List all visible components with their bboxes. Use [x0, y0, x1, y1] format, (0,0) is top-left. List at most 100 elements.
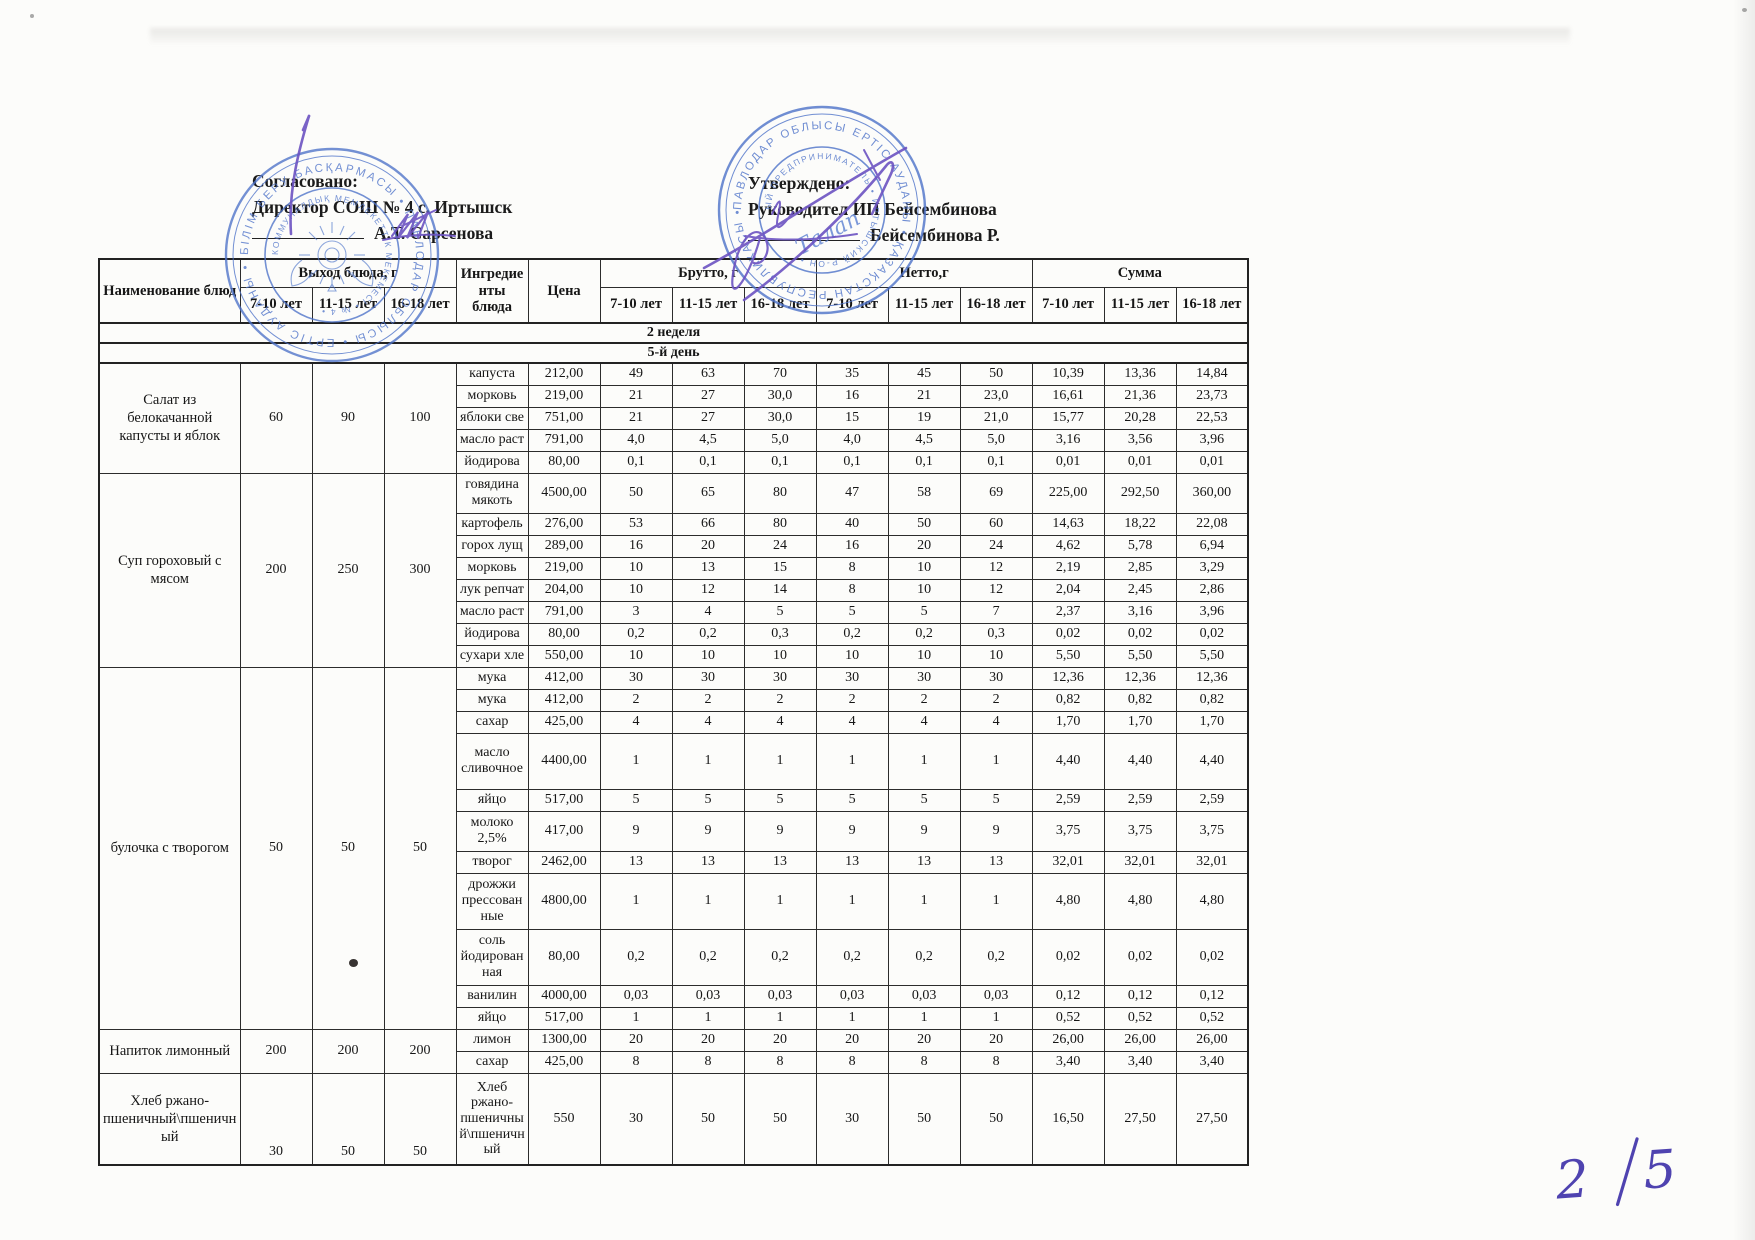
menu-table-row: Хлеб ржано-пшеничный\пшеничный 30 50 50 Хлеб… — [98, 1072, 1249, 1166]
net-16-18-cell: 0,1 — [959, 450, 1033, 474]
page-number-handwritten: 2 5 — [1553, 1137, 1678, 1212]
col-header-price: Цена — [527, 258, 601, 324]
net-7-10-cell: 1 — [815, 1006, 889, 1030]
ingredient-cell: яйцо — [455, 1006, 529, 1030]
net-7-10-cell: 8 — [815, 556, 889, 580]
net-7-10-cell: 40 — [815, 512, 889, 536]
net-11-15-cell: 10 — [887, 578, 961, 602]
approval-left-signature-row: А.Т. Сарсенова — [252, 220, 512, 246]
gross-7-10-cell: 5 — [599, 788, 673, 812]
sum-11-15-cell: 5,78 — [1103, 534, 1177, 558]
sum-16-18-cell: 3,40 — [1175, 1050, 1249, 1074]
ingredient-cell: морковь — [455, 556, 529, 580]
sum-7-10-cell: 4,40 — [1031, 732, 1105, 790]
net-16-18-cell: 60 — [959, 512, 1033, 536]
gross-11-15-cell: 13 — [671, 556, 745, 580]
col-header-net: Нетто,г — [815, 258, 1033, 288]
sum-11-15-cell: 3,56 — [1103, 428, 1177, 452]
ingredient-cell: масло раст — [455, 428, 529, 452]
ingredient-cell: яйцо — [455, 788, 529, 812]
age-col-header: 7-10 лет — [1031, 286, 1105, 324]
sum-11-15-cell: 2,45 — [1103, 578, 1177, 602]
net-11-15-cell: 9 — [887, 810, 961, 852]
approval-left-role: Директор СОШ № 4 с. Иртышск — [252, 197, 513, 217]
net-16-18-cell: 13 — [959, 850, 1033, 874]
gross-7-10-cell: 3 — [599, 600, 673, 624]
gross-7-10-cell: 1 — [599, 1006, 673, 1030]
sum-7-10-cell: 0,01 — [1031, 450, 1105, 474]
menu-table-row: масло сливочное 4400,00 1 1 1 1 1 1 4,40 4,40 4,40 — [99, 732, 1249, 790]
approval-left-signatory: А.Т. Сарсенова — [374, 223, 494, 243]
gross-16-18-cell: 1 — [743, 872, 817, 930]
page-number-text2: 5 — [1641, 1139, 1678, 1201]
menu-table: Наименование блюд Выход блюда, г Ингреди… — [98, 258, 1250, 1166]
gross-11-15-cell: 8 — [671, 1050, 745, 1074]
sum-7-10-cell: 1,70 — [1031, 710, 1105, 734]
sum-16-18-cell: 0,12 — [1175, 984, 1249, 1008]
price-cell: 80,00 — [527, 622, 601, 646]
signature-line — [252, 238, 364, 239]
gross-11-15-cell: 1 — [671, 872, 745, 930]
scan-edge-shadow — [1733, 0, 1755, 1240]
net-7-10-cell: 20 — [815, 1028, 889, 1052]
dish-output-cell: 100 — [383, 362, 457, 474]
gross-16-18-cell: 0,1 — [743, 450, 817, 474]
net-16-18-cell: 10 — [959, 644, 1033, 668]
ingredient-cell: горох лущ — [455, 534, 529, 558]
sum-16-18-cell: 23,73 — [1175, 384, 1249, 408]
gross-11-15-cell: 0,2 — [671, 928, 745, 986]
net-7-10-cell: 8 — [815, 578, 889, 602]
gross-16-18-cell: 14 — [743, 578, 817, 602]
gross-16-18-cell: 5 — [743, 600, 817, 624]
sum-11-15-cell: 0,12 — [1103, 984, 1177, 1008]
dish-name-cell: булочка с творогом — [98, 666, 241, 1030]
net-11-15-cell: 20 — [887, 1028, 961, 1052]
gross-7-10-cell: 4,0 — [599, 428, 673, 452]
net-16-18-cell: 0,03 — [959, 984, 1033, 1008]
price-cell: 80,00 — [527, 928, 601, 986]
approval-block-right: Утверждено: Руководител ИП Бейсембинова … — [748, 170, 1000, 248]
price-cell: 80,00 — [527, 450, 601, 474]
gross-11-15-cell: 50 — [671, 1072, 745, 1166]
net-11-15-cell: 4,5 — [887, 428, 961, 452]
menu-table-header: Наименование блюд Выход блюда, г Ингреди… — [98, 258, 1249, 324]
net-11-15-cell: 20 — [887, 534, 961, 558]
week-section-row: 2 неделя — [98, 322, 1249, 344]
price-cell: 4400,00 — [527, 732, 601, 790]
price-cell: 212,00 — [527, 362, 601, 386]
sum-11-15-cell: 5,50 — [1103, 644, 1177, 668]
sum-16-18-cell: 3,96 — [1175, 428, 1249, 452]
sum-11-15-cell: 1,70 — [1103, 710, 1177, 734]
net-16-18-cell: 0,2 — [959, 928, 1033, 986]
net-7-10-cell: 13 — [815, 850, 889, 874]
price-cell: 550 — [527, 1072, 601, 1166]
menu-table-row: йодирова 80,00 0,1 0,1 0,1 0,1 0,1 0,1 0,01 0,01 0… — [99, 450, 1249, 474]
gross-16-18-cell: 5 — [743, 788, 817, 812]
sum-7-10-cell: 2,04 — [1031, 578, 1105, 602]
age-col-header: 16-18 лет — [1175, 286, 1249, 324]
menu-table-row: мука 412,00 2 2 2 2 2 2 0,82 0,82 0,82 — [99, 688, 1249, 712]
sum-16-18-cell: 6,94 — [1175, 534, 1249, 558]
net-11-15-cell: 0,03 — [887, 984, 961, 1008]
gross-7-10-cell: 30 — [599, 1072, 673, 1166]
sum-7-10-cell: 26,00 — [1031, 1028, 1105, 1052]
sum-16-18-cell: 360,00 — [1175, 472, 1249, 514]
gross-7-10-cell: 30 — [599, 666, 673, 690]
gross-11-15-cell: 30 — [671, 666, 745, 690]
net-7-10-cell: 9 — [815, 810, 889, 852]
sum-7-10-cell: 2,19 — [1031, 556, 1105, 580]
sum-7-10-cell: 3,16 — [1031, 428, 1105, 452]
menu-table-row: булочка с творогом 50 50 50 мука 412,00 30 30 30… — [98, 666, 1249, 1030]
ingredient-cell: лимон — [455, 1028, 529, 1052]
ingredient-cell: ванилин — [455, 984, 529, 1008]
gross-7-10-cell: 20 — [599, 1028, 673, 1052]
net-11-15-cell: 0,2 — [887, 622, 961, 646]
ingredient-cell: морковь — [455, 384, 529, 408]
gross-16-18-cell: 13 — [743, 850, 817, 874]
gross-11-15-cell: 1 — [671, 1006, 745, 1030]
dish-output-cell: 50 — [239, 666, 313, 1030]
net-16-18-cell: 5,0 — [959, 428, 1033, 452]
ingredient-cell: йодирова — [455, 450, 529, 474]
gross-16-18-cell: 30,0 — [743, 406, 817, 430]
sum-7-10-cell: 0,52 — [1031, 1006, 1105, 1030]
